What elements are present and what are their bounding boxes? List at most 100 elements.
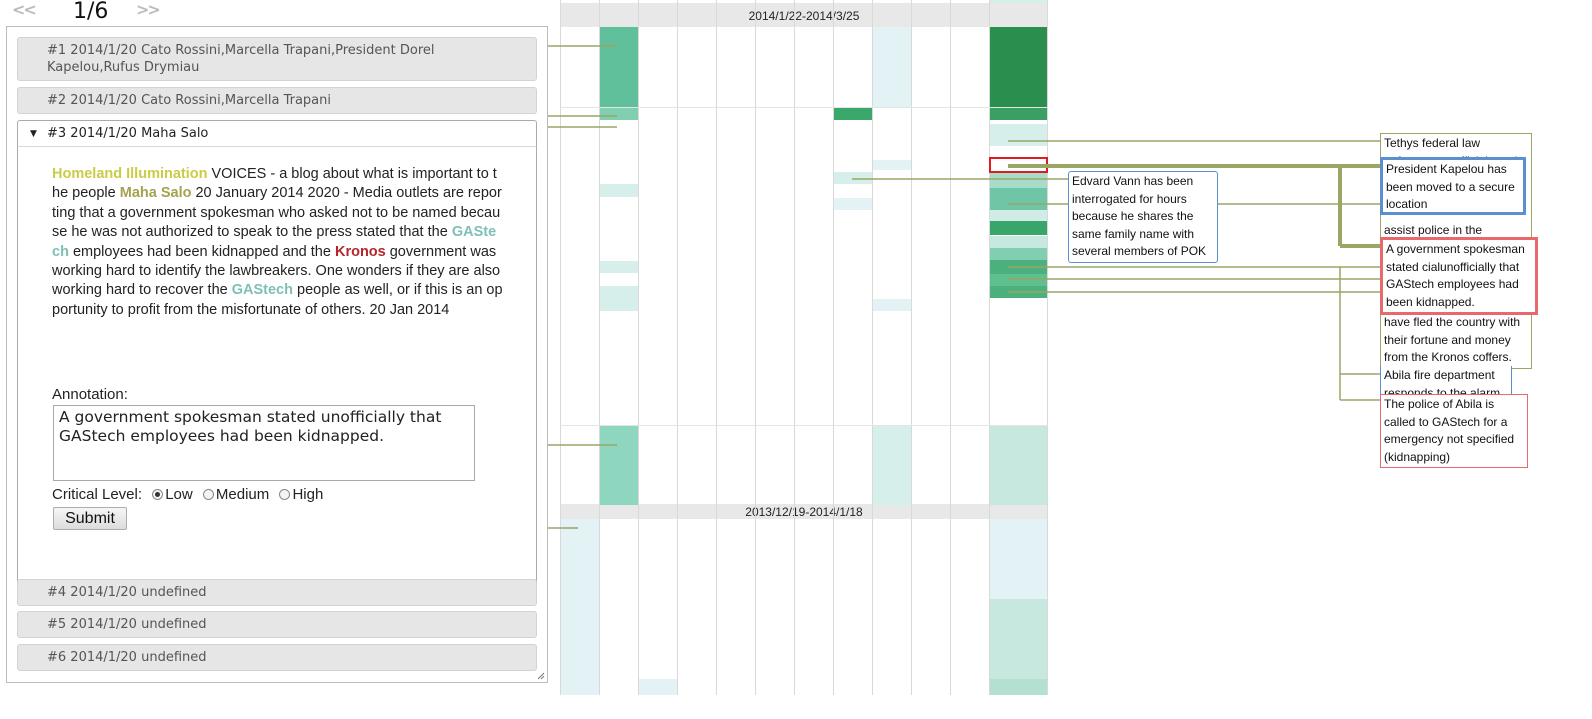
heat-cell[interactable] [989, 519, 1048, 599]
triangle-down-icon: ▼ [30, 129, 37, 139]
heat-cell[interactable] [989, 188, 1048, 210]
heat-cell[interactable] [872, 27, 911, 107]
heat-cell[interactable] [989, 172, 1048, 188]
annotation-textarea[interactable]: A government spokesman stated unofficial… [53, 405, 475, 481]
row-divider [560, 107, 1048, 108]
timeline-heatmap: 2014/1/22-2014/3/25 2013/12/19-2014/1/18 [560, 0, 1048, 695]
radio-medium-label: Medium [215, 486, 270, 503]
heat-cell[interactable] [599, 108, 638, 120]
column-divider [989, 0, 990, 695]
heat-cell[interactable] [560, 519, 599, 695]
article-fragment: people as well, or if this is an opportu… [52, 282, 503, 318]
heat-cell[interactable] [989, 27, 1048, 107]
heat-cell[interactable] [989, 221, 1048, 235]
column-divider [911, 0, 912, 695]
callout-text: The police of Abila is called to GAStech… [1384, 397, 1515, 464]
heat-cell[interactable] [638, 679, 677, 695]
heat-cell[interactable] [599, 27, 638, 107]
critical-level-group: Critical Level: Low Medium High [52, 486, 323, 503]
heat-cell[interactable] [989, 286, 1048, 298]
column-divider [1047, 0, 1048, 695]
column-divider [638, 0, 639, 695]
accordion-header-1[interactable]: #1 2014/1/20 Cato Rossini,Marcella Trapa… [17, 37, 537, 81]
keyword-organization: GAStech [231, 282, 293, 299]
radio-low-label: Low [165, 486, 193, 503]
column-divider [950, 0, 951, 695]
accordion-header-5[interactable]: #5 2014/1/20 undefined [17, 611, 537, 638]
heat-cell[interactable] [989, 599, 1048, 679]
callout-text: Abila fire department responds to the al… [1384, 368, 1501, 397]
accordion-header-4[interactable]: #4 2014/1/20 undefined [17, 579, 537, 606]
selected-cell-highlight[interactable] [989, 157, 1048, 173]
heat-cell[interactable] [989, 108, 1048, 120]
keyword-organization: GAStech [52, 224, 497, 260]
radio-medium[interactable] [202, 489, 214, 500]
submit-button[interactable]: Submit [53, 507, 127, 530]
accordion-header-label: #5 2014/1/20 undefined [47, 617, 207, 632]
keyword-organization: Homeland Illumination [52, 166, 208, 182]
heat-cell[interactable] [599, 286, 638, 311]
resize-handle-icon[interactable] [537, 672, 545, 680]
accordion-header-label: #2 2014/1/20 Cato Rossini,Marcella Trapa… [47, 93, 331, 108]
column-divider [794, 0, 795, 695]
callout-text-lower-2: have fled the country with their fortune… [1384, 315, 1521, 364]
callout-police[interactable]: The police of Abila is called to GAStech… [1380, 394, 1528, 468]
accordion-header-label: #3 2014/1/20 Maha Salo [47, 126, 209, 141]
accordion-header-6[interactable]: #6 2014/1/20 undefined [17, 644, 537, 671]
heat-cell[interactable] [833, 108, 872, 120]
column-divider [716, 0, 717, 695]
heat-cell[interactable] [872, 425, 911, 505]
heat-cell[interactable] [989, 236, 1048, 248]
column-divider [677, 0, 678, 695]
column-divider [599, 0, 600, 695]
band-label-bottom: 2013/12/19-2014/1/18 [560, 504, 1048, 519]
heat-cell[interactable] [599, 425, 638, 505]
callout-text: Edvard Vann has been interrogated for ho… [1072, 174, 1207, 258]
column-divider [755, 0, 756, 695]
heat-cell[interactable] [989, 274, 1048, 286]
column-divider [560, 0, 561, 695]
annotation-label: Annotation: [52, 386, 128, 403]
accordion-header-2[interactable]: #2 2014/1/20 Cato Rossini,Marcella Trapa… [17, 87, 537, 114]
band-label-top: 2014/1/22-2014/3/25 [560, 3, 1048, 27]
heat-cell[interactable] [872, 299, 911, 311]
article-text: Homeland Illumination VOICES - a blog ab… [52, 165, 504, 320]
article-fragment: VOICES - a blog about what is important … [52, 166, 497, 202]
next-page-button[interactable]: >> [136, 0, 161, 19]
critical-level-label: Critical Level: [52, 486, 143, 503]
accordion-content: Homeland Illumination VOICES - a blog ab… [17, 146, 537, 601]
radio-low[interactable] [152, 489, 164, 500]
heat-cell[interactable] [599, 261, 638, 273]
article-fragment: employees had been kidnapped and the [68, 243, 335, 260]
article-fragment: 20 January 2014 2020 - Media outlets are… [52, 185, 502, 241]
callout-text: A government spokesman stated cialunoffi… [1386, 242, 1525, 309]
heat-cell[interactable] [833, 198, 872, 210]
accordion-header-3[interactable]: ▼ #3 2014/1/20 Maha Salo [17, 120, 537, 146]
row-divider [560, 425, 1048, 426]
heat-cell[interactable] [989, 124, 1048, 146]
heat-cell[interactable] [599, 184, 638, 197]
callout-vann[interactable]: Edvard Vann has been interrogated for ho… [1068, 171, 1218, 263]
heat-cell[interactable] [989, 679, 1048, 695]
heat-cell[interactable] [989, 210, 1048, 221]
heat-cell[interactable] [989, 0, 1048, 3]
accordion-header-label: #4 2014/1/20 undefined [47, 585, 207, 600]
radio-high[interactable] [279, 489, 291, 500]
keyword-location: Kronos [334, 243, 386, 260]
column-divider [833, 0, 834, 695]
page-counter: 1/6 [73, 0, 109, 24]
heat-cell[interactable] [989, 425, 1048, 505]
heat-cell[interactable] [872, 160, 911, 170]
callout-text-lower: assist police in the [1384, 223, 1483, 237]
accordion-header-label: #6 2014/1/20 undefined [47, 650, 207, 665]
prev-page-button[interactable]: << [12, 0, 37, 19]
radio-high-label: High [292, 486, 324, 503]
callout-fire-department[interactable]: Abila fire department responds to the al… [1380, 366, 1512, 397]
heat-cell[interactable] [989, 248, 1048, 260]
callout-kapelou[interactable]: President Kapelou has been moved to a se… [1380, 157, 1526, 215]
heat-cell[interactable] [833, 172, 872, 184]
pager: << 1/6 >> [10, 0, 170, 24]
heat-cell[interactable] [989, 260, 1048, 274]
article-fragment: government was working hard to identify … [52, 243, 501, 299]
callout-spokesman[interactable]: A government spokesman stated cialunoffi… [1380, 237, 1538, 315]
